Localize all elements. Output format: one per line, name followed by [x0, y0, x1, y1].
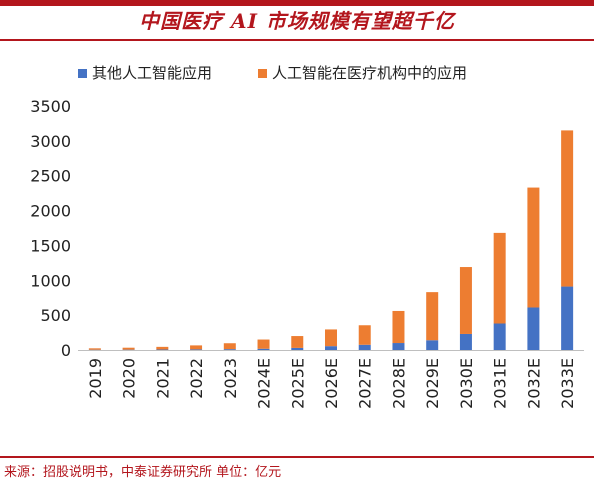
bar-segment-medical-2020 — [122, 347, 135, 350]
legend-swatch-1 — [78, 69, 87, 78]
y-tick-label: 1500 — [30, 236, 71, 255]
y-axis: 0 500 1000 1500 2000 2500 3000 3500 — [30, 97, 71, 360]
x-axis: 2019 2020 2021 2022 2023 2024E 2025E 2026E 2027E… — [78, 350, 584, 409]
bar-segment-medical-2027E — [358, 325, 371, 345]
bar-segment-other-2032E — [527, 307, 540, 350]
bar-segment-other-2022 — [190, 349, 203, 350]
bar-segment-other-2029E — [426, 340, 439, 350]
bar-segment-medical-2022 — [190, 345, 203, 350]
bar-segment-medical-2031E — [493, 232, 506, 324]
bar-segment-medical-2021 — [156, 346, 169, 350]
bars — [88, 130, 574, 350]
bar-segment-medical-2024E — [257, 339, 270, 349]
x-tick-label-2026E: 2026E — [322, 358, 341, 409]
x-tick-label-2020: 2020 — [120, 358, 139, 399]
y-tick-label: 2000 — [30, 202, 71, 221]
top-accent-rule — [0, 0, 594, 6]
bar-segment-medical-2026E — [325, 329, 337, 347]
x-tick-label-2031E: 2031E — [491, 358, 510, 409]
bar-segment-medical-2033E — [561, 130, 574, 287]
legend-label-1: 其他人工智能应用 — [92, 64, 212, 82]
y-tick-label: 0 — [61, 341, 71, 360]
bar-segment-other-2023 — [223, 349, 236, 350]
bar-segment-medical-2030E — [459, 267, 472, 334]
x-tick-label-2027E: 2027E — [356, 358, 375, 409]
page-title: 中国医疗 AI 市场规模有望超千亿 — [139, 9, 455, 33]
chart-legend: 其他人工智能应用 人工智能在医疗机构中的应用 — [78, 64, 467, 82]
bar-segment-other-2030E — [459, 333, 472, 350]
bar-segment-other-2026E — [325, 346, 337, 350]
footer-rule — [0, 456, 594, 458]
bar-segment-medical-2025E — [291, 336, 304, 348]
legend-label-2: 人工智能在医疗机构中的应用 — [272, 64, 467, 82]
y-tick-label: 2500 — [30, 167, 71, 186]
y-tick-label: 3000 — [30, 132, 71, 151]
x-tick-label-2024E: 2024E — [255, 358, 274, 409]
bar-segment-other-2027E — [358, 344, 371, 350]
x-tick-label-2023: 2023 — [221, 358, 240, 399]
bar-segment-medical-2028E — [392, 310, 405, 344]
y-tick-label: 3500 — [30, 97, 71, 116]
bar-segment-medical-2019 — [88, 348, 101, 350]
bar-segment-other-2025E — [291, 347, 304, 350]
x-tick-label-2032E: 2032E — [524, 358, 543, 409]
bar-segment-medical-2023 — [223, 343, 236, 350]
y-tick-label: 1000 — [30, 271, 71, 290]
bar-segment-other-2024E — [257, 348, 270, 350]
x-tick-label-2028E: 2028E — [389, 358, 408, 409]
source-note: 来源：招股说明书，中泰证券研究所 单位：亿元 — [4, 465, 282, 480]
x-tick-label-2021: 2021 — [153, 358, 172, 399]
y-tick-label: 500 — [40, 306, 71, 325]
x-tick-label-2019: 2019 — [86, 358, 105, 399]
bar-segment-other-2033E — [561, 286, 574, 350]
x-tick-label-2022: 2022 — [187, 358, 206, 399]
x-tick-label-2025E: 2025E — [288, 358, 307, 409]
bar-segment-other-2031E — [493, 323, 506, 350]
legend-swatch-2 — [258, 69, 267, 78]
bar-segment-other-2028E — [392, 343, 405, 350]
x-tick-label-2033E: 2033E — [558, 358, 577, 409]
bar-segment-medical-2029E — [426, 292, 439, 341]
x-tick-label-2029E: 2029E — [423, 358, 442, 409]
bar-segment-medical-2032E — [527, 187, 540, 308]
title-underline — [0, 39, 594, 41]
x-tick-label-2030E: 2030E — [457, 358, 476, 409]
